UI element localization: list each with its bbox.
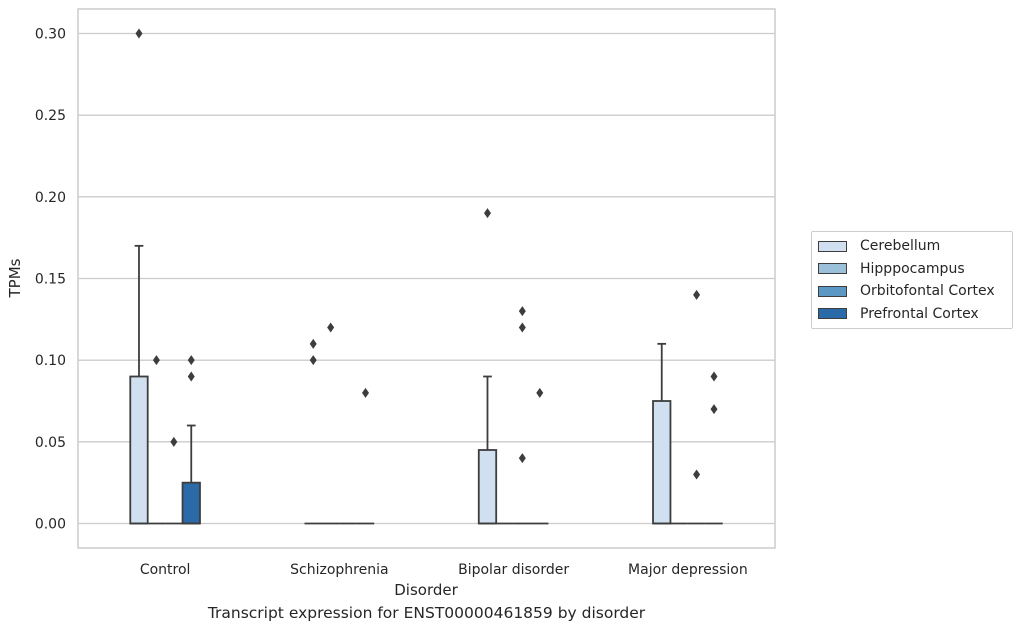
outlier-point xyxy=(170,436,178,447)
outlier-point xyxy=(710,404,718,415)
plot-frame xyxy=(77,8,776,549)
y-tick-label: 0.05 xyxy=(35,435,66,451)
legend-swatch xyxy=(818,263,847,275)
outlier-point xyxy=(693,469,701,480)
legend-item: Prefrontal Cortex xyxy=(812,303,1012,326)
legend: Cerebellum Hipppocampus Orbitofontal Corte… xyxy=(811,231,1013,329)
outlier-point xyxy=(152,355,160,366)
y-axis-ticks: 0.00 0.05 0.10 0.15 0.20 0.25 0.30 xyxy=(35,27,66,533)
y-axis-title: TPMs xyxy=(6,258,24,298)
box-series xyxy=(129,28,723,525)
outlier-point xyxy=(309,338,317,349)
box-body xyxy=(181,481,201,525)
legend-label: Orbitofontal Cortex xyxy=(860,283,995,300)
outlier-point xyxy=(710,371,718,382)
outlier-point xyxy=(327,322,335,333)
legend-swatch xyxy=(818,285,847,297)
outlier-point xyxy=(518,453,526,464)
legend-label: Cerebellum xyxy=(860,238,941,255)
box-body xyxy=(129,375,149,525)
box-body xyxy=(477,449,498,525)
x-tick-label: Major depression xyxy=(628,562,748,578)
outlier-point xyxy=(536,387,544,398)
legend-swatch xyxy=(818,240,847,252)
legend-swatch xyxy=(818,308,847,320)
x-tick-label: Schizophrenia xyxy=(290,562,388,578)
x-tick-label: Control xyxy=(140,562,191,578)
x-axis-ticks: Control Schizophrenia Bipolar disorder Majo… xyxy=(140,562,748,578)
outlier-point xyxy=(518,306,526,317)
x-axis-title: Disorder xyxy=(394,581,458,599)
legend-label: Hipppocampus xyxy=(860,260,965,277)
outlier-point xyxy=(483,208,491,219)
box-body xyxy=(652,400,672,525)
legend-item: Cerebellum xyxy=(812,235,1012,258)
outlier-point xyxy=(309,355,317,366)
legend-item: Orbitofontal Cortex xyxy=(812,280,1012,303)
y-tick-label: 0.00 xyxy=(35,517,66,533)
y-tick-label: 0.30 xyxy=(35,27,66,43)
legend-item: Hipppocampus xyxy=(812,258,1012,281)
outlier-point xyxy=(187,371,195,382)
outlier-point xyxy=(362,387,370,398)
chart-caption: Transcript expression for ENST0000046185… xyxy=(207,604,646,622)
y-tick-label: 0.15 xyxy=(35,272,66,288)
y-tick-label: 0.25 xyxy=(35,108,66,124)
legend-label: Prefrontal Cortex xyxy=(860,305,979,322)
outlier-point xyxy=(518,322,526,333)
y-tick-label: 0.10 xyxy=(35,353,66,369)
outlier-point xyxy=(693,289,701,300)
outlier-point xyxy=(135,28,143,39)
outlier-point xyxy=(187,355,195,366)
y-tick-label: 0.20 xyxy=(35,190,66,206)
x-tick-label: Bipolar disorder xyxy=(458,562,569,578)
